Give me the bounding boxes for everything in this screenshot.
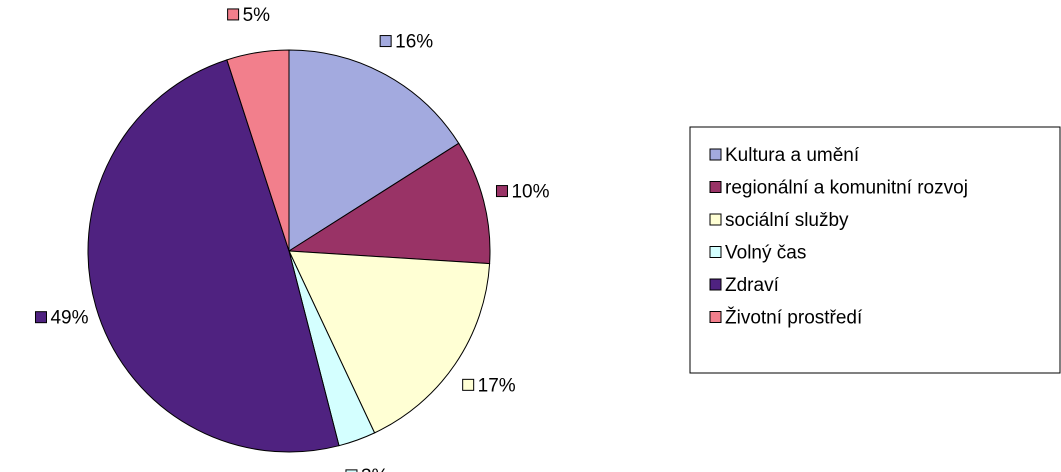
- legend-label: sociální služby: [725, 210, 849, 231]
- label-swatch: [379, 35, 392, 48]
- legend-swatch: [709, 181, 722, 193]
- legend-box: [689, 126, 1061, 374]
- legend-swatch: [709, 246, 722, 258]
- pie-slice: [87, 59, 340, 453]
- pie-slice: [288, 49, 460, 252]
- label-swatch: [345, 469, 358, 472]
- data-label: 5%: [243, 5, 271, 26]
- legend-label: Volný čas: [725, 243, 806, 264]
- data-label: 16%: [395, 32, 433, 53]
- pie-slice: [288, 250, 491, 434]
- data-label: 17%: [478, 375, 516, 396]
- legend-swatch: [709, 278, 722, 291]
- legend-label: Životní prostředí: [725, 307, 863, 329]
- label-swatch: [495, 185, 508, 198]
- pie-slice: [287, 142, 491, 265]
- legend-swatch: [709, 213, 722, 226]
- legend-label: regionální a komunitní rozvoj: [725, 178, 968, 199]
- legend-label: Zdraví: [725, 275, 780, 296]
- legend-label: Kultura a umění: [725, 145, 860, 166]
- pie-slice: [226, 49, 290, 252]
- legend-swatch: [709, 311, 722, 323]
- label-swatch: [34, 311, 47, 324]
- data-label: 10%: [511, 182, 549, 203]
- label-swatch: [462, 378, 475, 391]
- data-label: 49%: [50, 308, 88, 329]
- data-label: 3%: [361, 466, 389, 472]
- label-swatch: [227, 8, 240, 21]
- legend-swatch: [709, 148, 722, 161]
